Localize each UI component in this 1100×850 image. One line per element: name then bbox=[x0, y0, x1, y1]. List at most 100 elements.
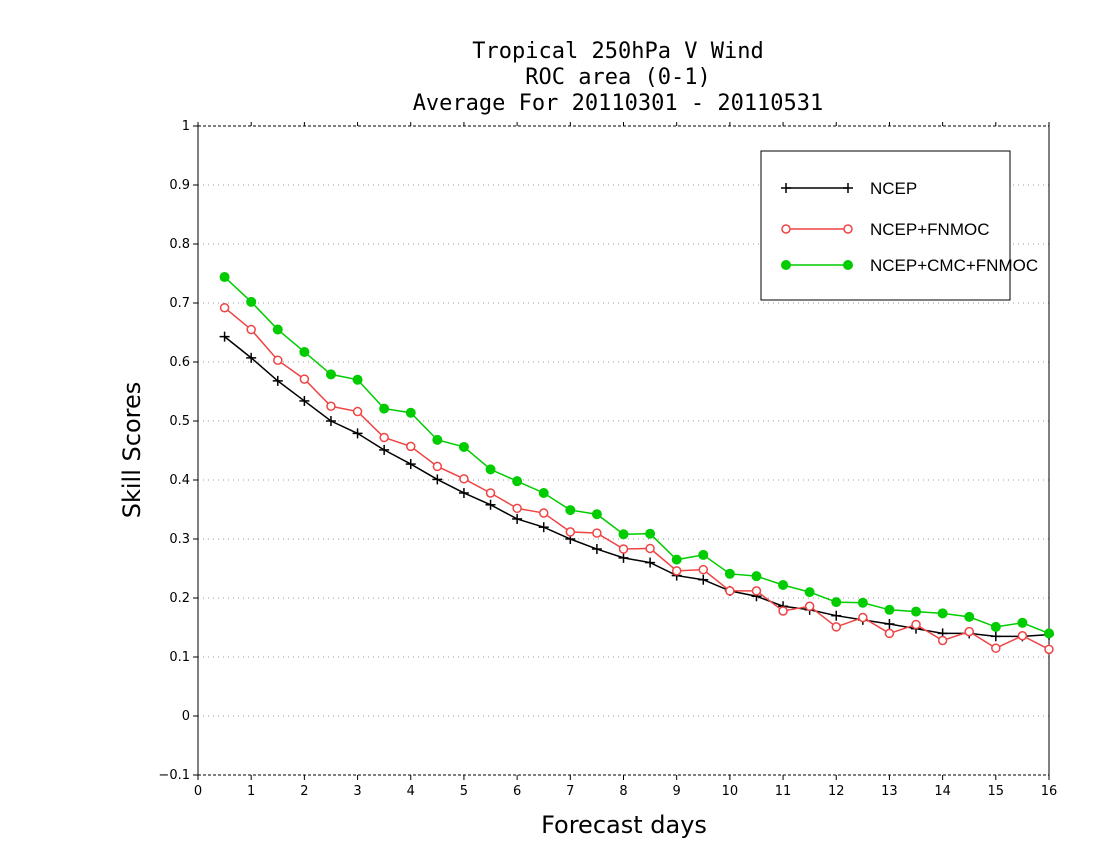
axes bbox=[193, 122, 1050, 780]
legend-marker bbox=[843, 224, 853, 234]
x-tick-label: 14 bbox=[934, 784, 951, 799]
data-point bbox=[698, 564, 709, 575]
legend: NCEP NCEP+FNMOC NCEP+CMC+FNMOC bbox=[760, 150, 1038, 301]
y-tick-label: 0.5 bbox=[169, 414, 190, 429]
y-tick-label: 0.9 bbox=[169, 178, 190, 193]
data-point bbox=[618, 552, 629, 563]
data-point bbox=[406, 441, 416, 452]
data-point bbox=[645, 557, 656, 568]
data-point bbox=[565, 527, 576, 537]
data-point bbox=[379, 444, 390, 455]
data-point bbox=[884, 604, 895, 615]
x-tick-label: 1 bbox=[247, 784, 255, 799]
legend-entry-ncep: NCEP bbox=[781, 179, 917, 198]
x-tick-label: 16 bbox=[1041, 784, 1058, 799]
data-point bbox=[751, 586, 762, 596]
data-point bbox=[485, 464, 496, 475]
y-tick-label: 0.6 bbox=[169, 355, 190, 370]
data-point bbox=[592, 528, 602, 538]
data-point bbox=[405, 407, 416, 418]
data-point bbox=[299, 374, 310, 384]
data-point bbox=[432, 434, 443, 445]
x-tick-label: 8 bbox=[619, 784, 627, 799]
legend-label: NCEP+FNMOC bbox=[870, 220, 989, 239]
data-point bbox=[831, 610, 842, 621]
legend-marker bbox=[843, 260, 853, 270]
data-point bbox=[831, 597, 842, 608]
y-tick-label: 0 bbox=[182, 709, 190, 724]
x-tick-label: 10 bbox=[722, 784, 739, 799]
data-point bbox=[485, 499, 496, 510]
y-tick-label: 0.8 bbox=[169, 237, 190, 252]
data-point bbox=[645, 528, 656, 539]
data-point bbox=[698, 549, 709, 560]
data-point bbox=[538, 487, 549, 498]
data-point bbox=[273, 355, 283, 365]
legend-entry-ncep-cmc-fnmoc: NCEP+CMC+FNMOC bbox=[781, 256, 1038, 275]
data-point bbox=[379, 432, 389, 443]
y-tick-label: 0.7 bbox=[169, 296, 190, 311]
x-tick-label: 2 bbox=[300, 784, 308, 799]
y-tick-label: 0.3 bbox=[169, 532, 190, 547]
data-point bbox=[884, 618, 895, 629]
x-tick-label: 3 bbox=[353, 784, 361, 799]
series-ncep bbox=[219, 331, 1054, 642]
x-axis-label: Forecast days bbox=[541, 811, 707, 839]
y-tick-label: 1 bbox=[182, 119, 190, 134]
series-layer bbox=[219, 272, 1054, 655]
x-tick-label: 11 bbox=[775, 784, 792, 799]
x-tick-label: 12 bbox=[828, 784, 845, 799]
data-point bbox=[937, 608, 948, 619]
data-point bbox=[272, 375, 283, 386]
data-point bbox=[512, 503, 522, 514]
data-point bbox=[299, 346, 310, 357]
data-point bbox=[432, 474, 443, 485]
data-point bbox=[964, 626, 974, 637]
data-point bbox=[1017, 631, 1028, 641]
data-point bbox=[219, 331, 230, 342]
data-point bbox=[804, 601, 815, 612]
data-point bbox=[272, 324, 283, 335]
data-point bbox=[246, 324, 256, 335]
data-point bbox=[326, 401, 336, 411]
data-point bbox=[778, 606, 788, 616]
x-tick-label: 4 bbox=[407, 784, 415, 799]
series-line bbox=[224, 336, 1050, 638]
y-tick-label: −0.1 bbox=[158, 768, 190, 783]
title-line-2: ROC area (0-1) bbox=[525, 65, 710, 90]
legend-marker bbox=[781, 183, 791, 193]
legend-label: NCEP+CMC+FNMOC bbox=[870, 256, 1038, 275]
data-point bbox=[1044, 628, 1054, 639]
data-point bbox=[858, 612, 868, 623]
data-point bbox=[591, 509, 602, 520]
legend-label: NCEP bbox=[870, 179, 917, 198]
data-point bbox=[459, 474, 469, 484]
y-axis-label: Skill Scores bbox=[118, 382, 146, 519]
y-tick-label: 0.4 bbox=[169, 473, 190, 488]
x-tick-label: 5 bbox=[460, 784, 468, 799]
data-point bbox=[937, 635, 948, 646]
data-point bbox=[884, 628, 895, 639]
data-point bbox=[831, 622, 841, 632]
data-point bbox=[991, 643, 1001, 653]
data-point bbox=[1017, 617, 1028, 628]
legend-marker bbox=[843, 183, 853, 193]
data-point bbox=[512, 476, 523, 487]
data-point bbox=[325, 369, 336, 380]
data-point bbox=[618, 544, 629, 554]
data-point bbox=[671, 566, 682, 576]
legend-marker bbox=[781, 224, 791, 234]
title-line-3: Average For 20110301 - 20110531 bbox=[413, 91, 824, 116]
x-tick-label: 0 bbox=[194, 784, 202, 799]
data-point bbox=[538, 522, 549, 533]
data-point bbox=[618, 529, 629, 540]
data-point bbox=[857, 597, 868, 608]
data-point bbox=[778, 580, 789, 591]
x-tick-label: 6 bbox=[513, 784, 521, 799]
data-point bbox=[352, 428, 363, 439]
x-tick-label: 15 bbox=[988, 784, 1005, 799]
legend-entry-ncep-fnmoc: NCEP+FNMOC bbox=[781, 220, 989, 239]
data-point bbox=[990, 621, 1001, 632]
y-tick-label: 0.1 bbox=[169, 650, 190, 665]
data-point bbox=[458, 441, 469, 452]
